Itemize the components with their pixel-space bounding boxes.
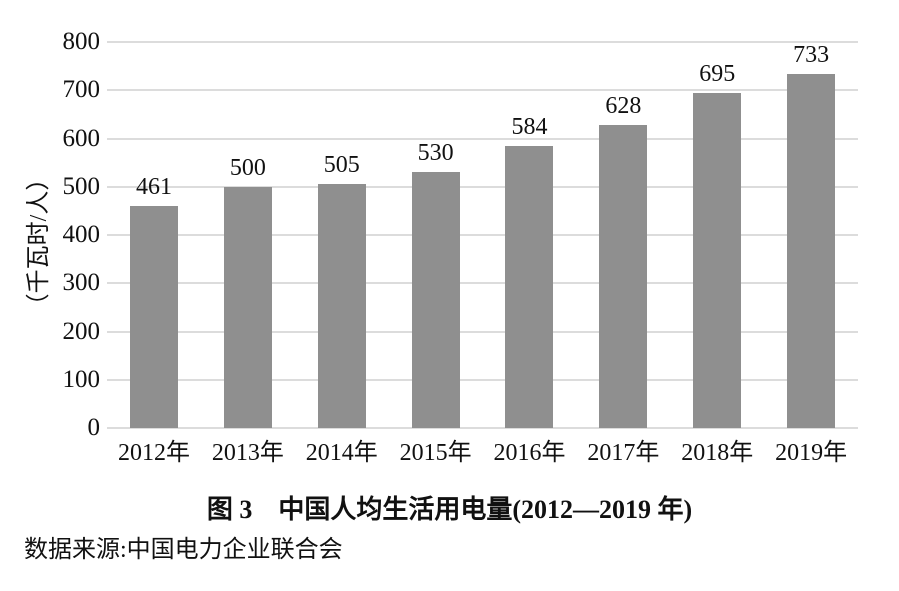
bar-value-label: 500 [229,154,266,181]
gridline [107,330,858,333]
y-tick-label: 500 [62,172,101,200]
x-tick-label: 2017年 [587,440,660,466]
x-tick-label: 2013年 [211,440,284,466]
x-tick-label: 2015年 [399,440,472,466]
y-tick-label: 700 [62,76,101,104]
gridline [107,378,858,381]
gridline [107,89,858,92]
bar-value-label: 530 [417,140,454,167]
bar [505,146,554,428]
bar-value-label: 461 [135,173,172,200]
bar-value-label: 584 [511,114,548,141]
gridline [107,234,858,236]
y-tick-label: 400 [62,221,101,248]
bar [787,74,836,428]
bar-value-label: 733 [793,42,830,69]
y-tick-label: 600 [62,124,101,152]
bar [693,92,742,428]
x-tick-label: 2014年 [305,440,378,466]
bar-value-label: 505 [323,152,360,179]
bar [129,205,178,428]
bar [599,124,648,428]
bar-value-label: 695 [699,60,736,87]
x-tick-label: 2012年 [117,440,190,466]
y-tick-label: 200 [62,317,101,345]
bar [317,184,366,428]
bar [223,186,272,428]
gridline [107,41,858,43]
x-tick-label: 2019年 [775,440,848,466]
gridline [107,427,858,429]
bar-value-label: 628 [605,92,642,119]
data-source-note: 数据来源:中国电力企业联合会 [24,537,343,563]
y-tick-label: 300 [62,269,101,297]
figure-caption: 图 3 中国人均生活用电量(2012—2019 年) [206,495,693,524]
gridline [107,185,858,188]
x-tick-label: 2016年 [493,440,566,466]
gridline [107,282,858,285]
gridline [107,137,858,140]
y-tick-label: 800 [62,28,101,55]
y-tick-label: 0 [87,414,101,441]
x-tick-label: 2018年 [681,440,754,466]
bar [411,172,460,428]
y-tick-label: 100 [62,365,101,393]
